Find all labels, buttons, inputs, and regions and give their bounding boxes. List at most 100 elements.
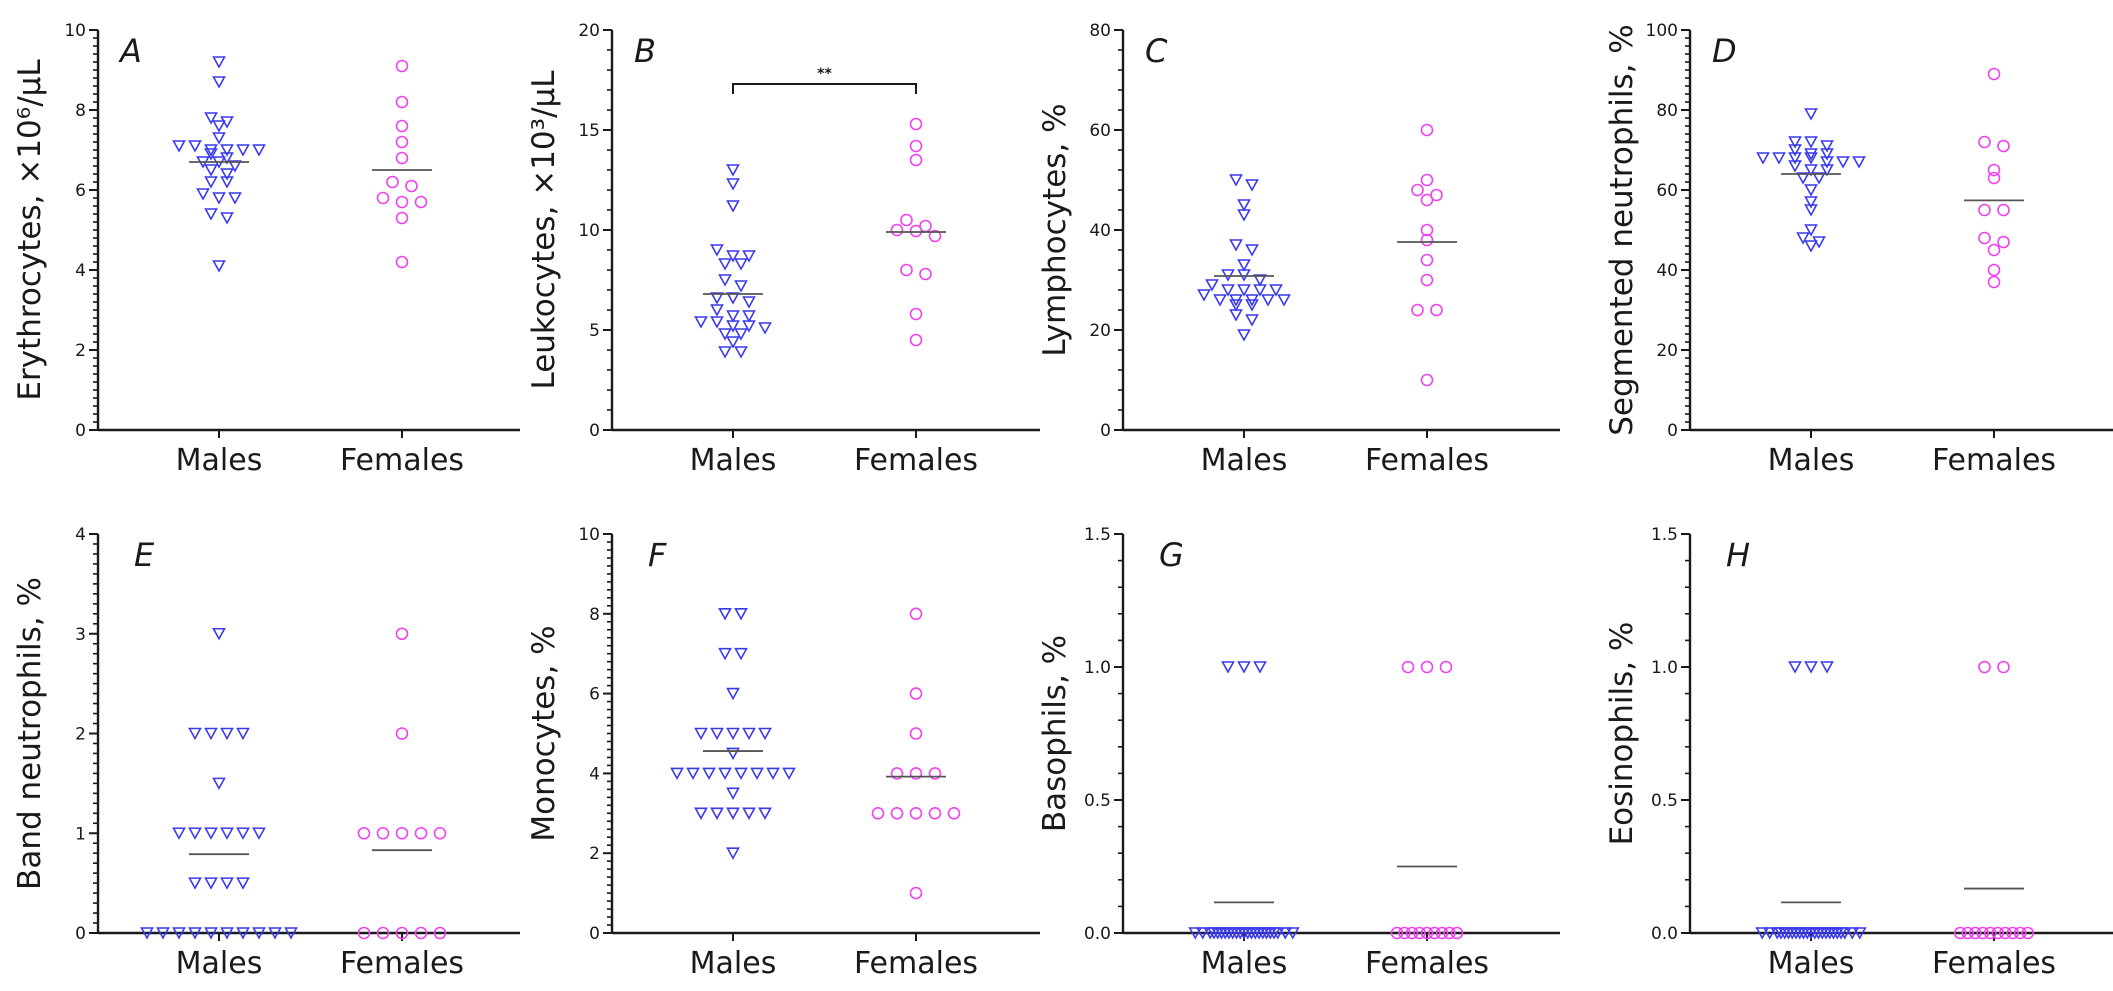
data-point-male [686, 767, 700, 781]
data-point-female [1428, 926, 1441, 940]
data-point-male [1820, 148, 1834, 161]
x-tick-label: Males [1768, 946, 1855, 981]
data-point-male [212, 627, 226, 641]
data-point-male [188, 727, 202, 741]
data-point-male [1811, 927, 1826, 940]
data-point-male [1804, 196, 1818, 209]
x-tick-label: Females [1932, 443, 2056, 478]
data-point-male [1237, 284, 1251, 297]
series-males [1188, 661, 1300, 940]
data-point-male [1197, 289, 1211, 302]
data-point-male [252, 144, 266, 157]
data-point-male [1804, 136, 1818, 149]
data-point-male [1781, 927, 1796, 940]
panel-letter: F [648, 536, 667, 574]
data-point-female [1413, 926, 1426, 940]
y-tick-label: 8 [589, 605, 600, 625]
y-axis-label: Basophils, % [1037, 635, 1073, 832]
y-tick-label: 0 [75, 421, 86, 441]
data-point-male [1237, 927, 1251, 940]
data-point-male [204, 176, 218, 189]
data-point-male [204, 144, 218, 157]
data-point-female [1420, 123, 1434, 137]
series-females [357, 627, 447, 940]
data-point-male [1789, 927, 1803, 940]
data-point-male [220, 727, 234, 741]
data-point-male [1796, 927, 1811, 940]
data-point-male [1244, 927, 1259, 940]
y-tick-label: 15 [578, 121, 600, 141]
data-point-male [718, 328, 732, 341]
data-point-male [204, 208, 218, 221]
data-point-male [734, 767, 748, 781]
series-males [670, 607, 796, 860]
data-point-male [1820, 164, 1834, 177]
y-axis-label: Segmented neutrophils, % [1604, 24, 1640, 436]
data-point-male [766, 767, 780, 781]
y-tick-label: 100 [1646, 21, 1678, 41]
data-point-male [220, 144, 234, 157]
data-point-female [1983, 926, 1997, 940]
data-point-female [928, 229, 942, 243]
panel-a: 0 2 4 6 8 10 Erythrocytes, ×10⁶/µL A Males Female… [12, 21, 520, 478]
data-point-male [188, 927, 202, 940]
data-point-male [726, 687, 740, 701]
data-point-male [726, 336, 740, 349]
data-point-male [1804, 927, 1818, 940]
y-tick-label: 0 [1100, 421, 1111, 441]
data-point-male [1804, 204, 1818, 217]
data-point-female [1991, 926, 2005, 940]
data-point-male [1229, 174, 1243, 187]
data-point-female [909, 307, 923, 321]
y-tick-label: 20 [578, 21, 600, 41]
data-point-male [1253, 661, 1267, 674]
data-point-male [204, 112, 218, 125]
data-point-male [782, 767, 796, 781]
data-point-male [1820, 156, 1834, 169]
x-tick-label: Females [854, 443, 978, 478]
panel-b: 0 5 10 15 20 Leukocytes, ×10³/µL B Males Females… [526, 21, 1040, 478]
panel-e: 0 1 2 3 4 Band neutrophils, % E Males Females [12, 525, 520, 981]
y-tick-label: 6 [589, 685, 600, 705]
data-point-female [1998, 926, 2012, 940]
y-tick-label: 10 [578, 221, 600, 241]
data-point-female [909, 806, 923, 820]
y-tick-label: 80 [1656, 101, 1678, 121]
data-point-male [742, 727, 756, 741]
data-point-female [1430, 188, 1443, 202]
data-point-male [1237, 269, 1251, 282]
data-point-male [1804, 148, 1818, 161]
data-point-male [710, 316, 724, 329]
x-tick-label: Females [1932, 946, 2056, 981]
y-tick-label: 1.0 [1651, 658, 1678, 678]
data-point-male [1221, 269, 1235, 282]
data-point-female [357, 926, 371, 940]
panel-h: 0.0 0.5 1.0 1.5 Eosinophils, % H Males Females [1604, 525, 2113, 981]
series-females [1953, 660, 2035, 940]
data-point-male [1796, 232, 1810, 245]
data-point-female [1405, 926, 1419, 940]
x-tick-label: Females [1365, 946, 1489, 981]
data-point-female [1401, 660, 1415, 674]
data-point-female [386, 175, 399, 189]
data-point-male [1229, 309, 1243, 322]
data-point-male [1229, 299, 1243, 312]
data-point-female [1978, 203, 1991, 217]
data-point-male [1214, 927, 1229, 940]
series-males [694, 164, 772, 359]
y-tick-label: 10 [64, 21, 86, 41]
y-tick-label: 10 [578, 525, 600, 545]
data-point-female [1420, 253, 1434, 267]
data-point-female [395, 119, 409, 133]
data-point-female [1420, 223, 1434, 237]
data-point-female [900, 213, 913, 227]
data-point-female [909, 139, 923, 153]
data-point-male [1756, 152, 1770, 165]
y-tick-label: 0 [1667, 421, 1678, 441]
x-tick-label: Males [690, 443, 777, 478]
data-point-female [414, 826, 428, 840]
y-tick-label: 6 [75, 181, 86, 201]
data-point-female [414, 926, 428, 940]
data-point-male [1834, 927, 1848, 940]
y-tick-label: 2 [75, 341, 86, 361]
